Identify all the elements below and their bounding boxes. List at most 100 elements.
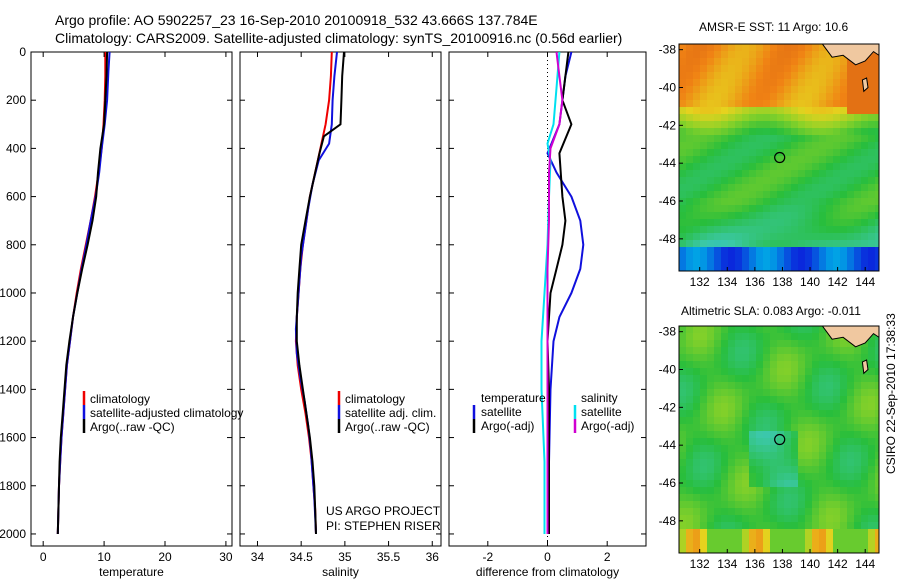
- heatmap-cell: [840, 536, 848, 544]
- heatmap-cell: [826, 240, 834, 248]
- heatmap-cell: [868, 86, 876, 94]
- heatmap-cell: [721, 51, 729, 59]
- legend-label-argo: Argo(..raw -QC): [90, 420, 175, 434]
- heatmap-cell: [707, 121, 715, 129]
- heatmap-cell: [693, 375, 701, 383]
- heatmap-cell: [742, 452, 750, 460]
- heatmap-cell: [805, 156, 813, 164]
- heatmap-cell: [756, 254, 764, 262]
- heatmap-cell: [742, 149, 750, 157]
- heatmap-cell: [840, 72, 848, 80]
- heatmap-cell: [679, 333, 687, 341]
- heatmap-cell: [735, 445, 743, 453]
- heatmap-cell: [840, 128, 848, 136]
- heatmap-cell: [721, 438, 729, 446]
- heatmap-cell: [840, 170, 848, 178]
- heatmap-cell: [721, 396, 729, 404]
- heatmap-cell: [791, 184, 799, 192]
- heatmap-cell: [756, 347, 764, 355]
- heatmap-cell: [819, 51, 827, 59]
- heatmap-cell: [854, 417, 862, 425]
- heatmap-cell: [721, 177, 729, 185]
- heatmap-cell: [700, 268, 708, 271]
- heatmap-cell: [770, 480, 778, 488]
- heatmap-cell: [735, 382, 743, 390]
- heatmap-cell: [728, 212, 736, 220]
- heatmap-cell: [791, 445, 799, 453]
- heatmap-cell: [875, 459, 879, 467]
- heatmap-cell: [770, 368, 778, 376]
- heatmap-cell: [854, 156, 862, 164]
- heatmap-cell: [812, 72, 820, 80]
- heatmap-cell: [700, 361, 708, 369]
- heatmap-cell: [840, 240, 848, 248]
- series-line-2: [546, 52, 573, 534]
- heatmap-cell: [791, 536, 799, 544]
- heatmap-cell: [812, 121, 820, 129]
- heatmap-cell: [770, 219, 778, 227]
- heatmap-cell: [833, 522, 841, 530]
- heatmap-cell: [714, 466, 722, 474]
- heatmap-cell: [693, 121, 701, 129]
- heatmap-cell: [700, 389, 708, 397]
- heatmap-cell: [805, 473, 813, 481]
- heatmap-cell: [756, 240, 764, 248]
- heatmap-cell: [742, 177, 750, 185]
- heatmap-cell: [749, 501, 757, 509]
- heatmap-cell: [686, 184, 694, 192]
- heatmap-cell: [798, 135, 806, 143]
- heatmap-cell: [819, 501, 827, 509]
- heatmap-cell: [812, 445, 820, 453]
- heatmap-cell: [721, 86, 729, 94]
- heatmap-cell: [798, 72, 806, 80]
- heatmap-cell: [770, 135, 778, 143]
- heatmap-cell: [728, 177, 736, 185]
- heatmap-cell: [840, 396, 848, 404]
- heatmap-cell: [714, 501, 722, 509]
- heatmap-cell: [714, 340, 722, 348]
- heatmap-cell: [749, 466, 757, 474]
- heatmap-cell: [847, 354, 855, 362]
- heatmap-cell: [686, 396, 694, 404]
- x-tick-label: 0: [544, 550, 551, 564]
- heatmap-cell: [693, 198, 701, 206]
- heatmap-cell: [805, 333, 813, 341]
- heatmap-cell: [861, 156, 869, 164]
- heatmap-cell: [749, 51, 757, 59]
- heatmap-cell: [840, 65, 848, 73]
- heatmap-cell: [784, 184, 792, 192]
- heatmap-cell: [700, 170, 708, 178]
- heatmap-cell: [791, 44, 799, 52]
- heatmap-cell: [693, 184, 701, 192]
- heatmap-cell: [819, 543, 827, 551]
- heatmap-cell: [728, 121, 736, 129]
- heatmap-cell: [763, 254, 771, 262]
- heatmap-cell: [805, 438, 813, 446]
- heatmap-cell: [840, 550, 848, 553]
- heatmap-cell: [847, 114, 855, 122]
- credit-line-2: PI: STEPHEN RISER: [326, 519, 441, 533]
- heatmap-cell: [875, 438, 879, 446]
- heatmap-cell: [770, 494, 778, 502]
- heatmap-cell: [735, 149, 743, 157]
- x-tick-label: 36: [426, 550, 440, 564]
- heatmap-cell: [707, 93, 715, 101]
- heatmap-cell: [798, 121, 806, 129]
- heatmap-cell: [819, 93, 827, 101]
- heatmap-cell: [861, 177, 869, 185]
- heatmap-cell: [868, 396, 876, 404]
- heatmap-cell: [728, 424, 736, 432]
- heatmap-cell: [791, 501, 799, 509]
- heatmap-cell: [770, 410, 778, 418]
- heatmap-cell: [861, 508, 869, 516]
- heatmap-cell: [756, 501, 764, 509]
- heatmap-cell: [770, 424, 778, 432]
- heatmap-cell: [875, 247, 879, 255]
- heatmap-cell: [777, 480, 785, 488]
- heatmap-cell: [763, 205, 771, 213]
- heatmap-cell: [819, 44, 827, 52]
- heatmap-cell: [763, 170, 771, 178]
- heatmap-cell: [784, 156, 792, 164]
- heatmap-cell: [861, 410, 869, 418]
- heatmap-cell: [749, 205, 757, 213]
